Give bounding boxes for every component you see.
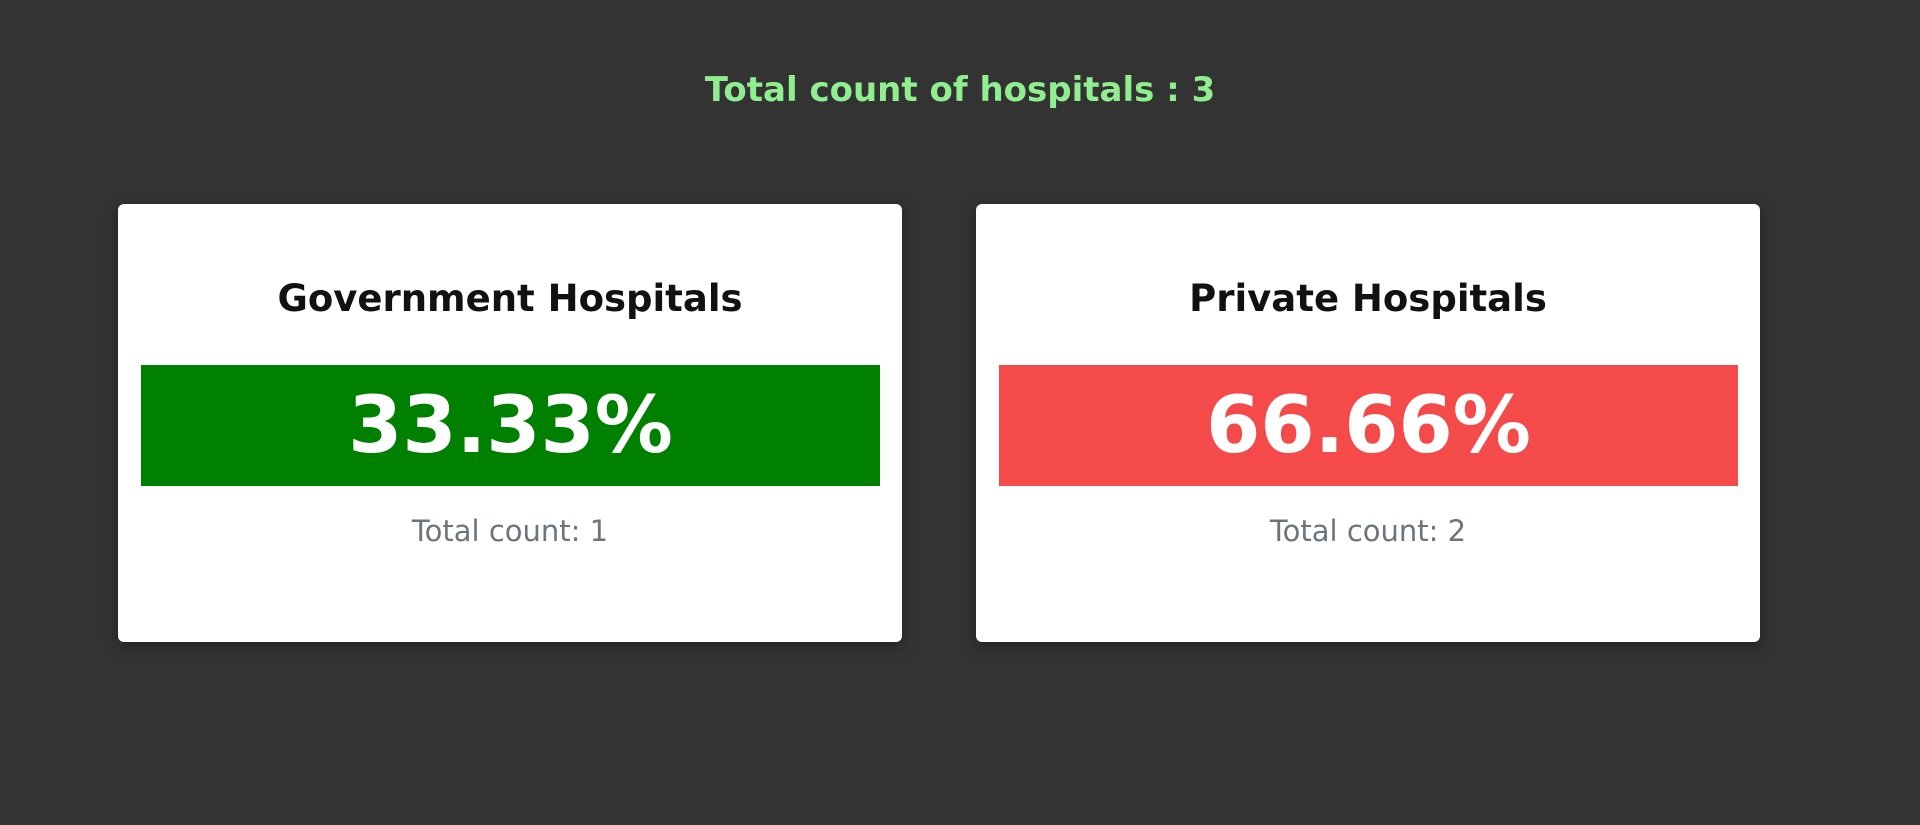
government-hospitals-title: Government Hospitals [277,277,743,320]
government-percentage-bar: 33.33% [141,365,880,486]
private-hospitals-title: Private Hospitals [1189,277,1547,320]
government-total-count: Total count: 1 [411,514,609,548]
private-percentage-bar: 66.66% [999,365,1738,486]
total-hospitals-heading: Total count of hospitals : 3 [704,70,1216,110]
private-total-count: Total count: 2 [1269,514,1467,548]
private-hospitals-card: Private Hospitals 66.66% Total count: 2 [976,204,1760,642]
government-hospitals-card: Government Hospitals 33.33% Total count:… [118,204,902,642]
